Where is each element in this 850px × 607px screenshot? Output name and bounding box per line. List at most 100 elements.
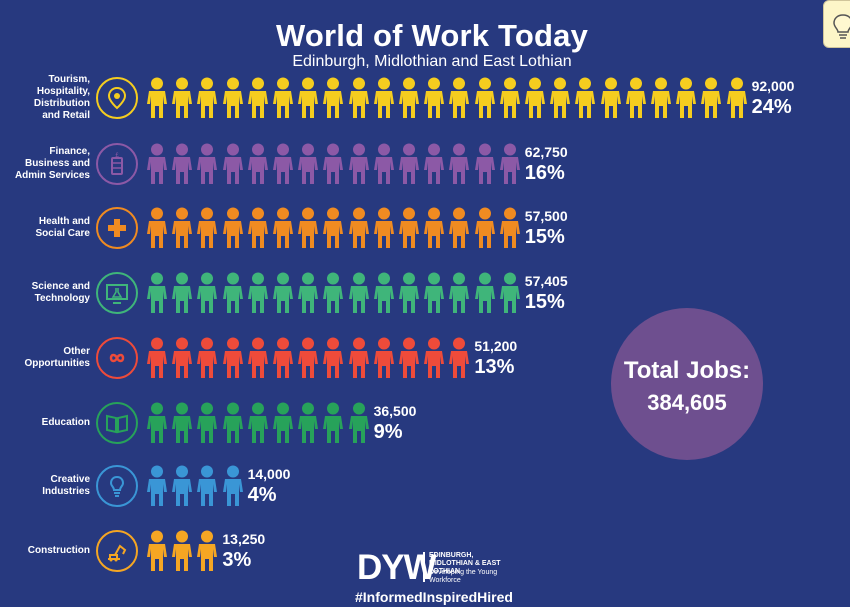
person-icon	[222, 402, 243, 443]
person-icon	[147, 77, 167, 118]
person-icon	[197, 272, 218, 313]
person-icon	[348, 207, 369, 248]
person-icon	[197, 465, 218, 506]
person-icon	[298, 77, 319, 118]
person-icon	[474, 77, 495, 118]
location-pin-icon	[96, 77, 138, 119]
sector-row: Creative Industries 14,000 4%	[0, 458, 850, 518]
person-icon	[525, 77, 545, 118]
person-icon	[399, 207, 419, 248]
total-jobs-value: 384,605	[647, 390, 727, 415]
person-icon	[399, 337, 419, 378]
person-icon	[197, 402, 218, 443]
sector-row: Other Opportunities 51,200 13%	[0, 330, 850, 390]
sector-row: Education 36,500 9%	[0, 395, 850, 455]
person-icon	[499, 207, 520, 248]
person-icon	[147, 272, 167, 313]
value-label: 36,500	[373, 403, 417, 419]
sector-label: Finance, Business and Admin Services	[14, 146, 90, 181]
coin-stack-icon: £	[96, 143, 138, 185]
lightbulb-icon	[96, 465, 138, 507]
total-jobs-circle: Total Jobs: 384,605	[611, 308, 763, 460]
person-icon	[323, 143, 344, 184]
helper-tab[interactable]	[823, 0, 850, 48]
person-icon	[172, 530, 193, 571]
medical-cross-icon	[96, 207, 138, 249]
open-book-icon	[96, 402, 138, 444]
person-icon	[298, 207, 319, 248]
person-icon	[474, 207, 495, 248]
person-icon	[424, 77, 445, 118]
sector-label: Construction	[27, 545, 90, 556]
person-icon	[348, 143, 369, 184]
person-icon	[298, 337, 319, 378]
person-icon	[323, 77, 344, 118]
person-icon	[197, 143, 218, 184]
chart-title: World of Work Today	[275, 18, 589, 53]
sector-row: Health and Social Care 57,500 15%	[0, 200, 850, 260]
person-icon	[399, 143, 419, 184]
person-icon	[373, 272, 394, 313]
sector-label: Health and Social Care	[35, 216, 90, 239]
person-icon	[147, 402, 167, 443]
value-label: 92,000	[751, 78, 795, 94]
person-icon	[323, 402, 344, 443]
person-icon	[172, 402, 193, 443]
person-icon	[172, 143, 193, 184]
percent-label: 13%	[474, 356, 515, 378]
person-icon	[449, 143, 470, 184]
person-icon	[222, 465, 243, 506]
person-icon	[273, 143, 293, 184]
person-icon	[273, 337, 293, 378]
percent-label: 16%	[524, 162, 565, 184]
sector-row: Finance, Business and Admin Services £62,…	[0, 136, 850, 196]
person-icon	[247, 272, 268, 313]
person-icon	[222, 77, 243, 118]
person-icon	[373, 207, 394, 248]
value-label: 57,405	[524, 273, 568, 289]
person-icon	[373, 337, 394, 378]
logo-region: EDINBURGH, MIDLOTHIAN & EAST LOTHIAN	[429, 552, 501, 575]
person-icon	[147, 143, 167, 184]
person-icon	[600, 77, 621, 118]
person-icon	[147, 530, 167, 571]
person-icon	[348, 337, 369, 378]
excavator-icon	[96, 530, 138, 572]
value-label: 13,250	[222, 531, 266, 547]
person-icon	[449, 207, 470, 248]
percent-label: 24%	[751, 96, 792, 118]
person-icon	[449, 337, 470, 378]
person-icon	[222, 337, 243, 378]
person-icon	[298, 402, 319, 443]
person-icon	[625, 77, 646, 118]
person-icon	[323, 272, 344, 313]
dyw-logo: DYW EDINBURGH, MIDLOTHIAN & EAST LOTHIAN…	[357, 549, 517, 607]
person-icon	[499, 77, 520, 118]
person-icon	[147, 207, 167, 248]
person-icon	[222, 272, 243, 313]
person-icon	[197, 207, 218, 248]
person-icon	[399, 77, 419, 118]
person-icon	[373, 77, 394, 118]
person-icon	[247, 207, 268, 248]
person-icon	[449, 77, 470, 118]
person-icon	[172, 77, 193, 118]
person-icon	[348, 77, 369, 118]
infinity-icon	[96, 337, 138, 379]
person-icon	[147, 465, 167, 506]
person-icon	[273, 77, 293, 118]
lightbulb-icon	[833, 14, 850, 39]
person-icon	[247, 143, 268, 184]
person-icon	[323, 207, 344, 248]
sector-row: Tourism, Hospitality, Distribution and R…	[0, 70, 850, 130]
person-icon	[499, 272, 520, 313]
person-icon	[197, 337, 218, 378]
person-icon	[424, 337, 445, 378]
person-icon	[172, 465, 193, 506]
person-icon	[399, 272, 419, 313]
person-icon	[424, 143, 445, 184]
logo-tagline: Developing the Young Workforce	[429, 569, 498, 584]
sector-row: Science and Technology 57,405 15%	[0, 265, 850, 325]
person-icon	[273, 402, 293, 443]
